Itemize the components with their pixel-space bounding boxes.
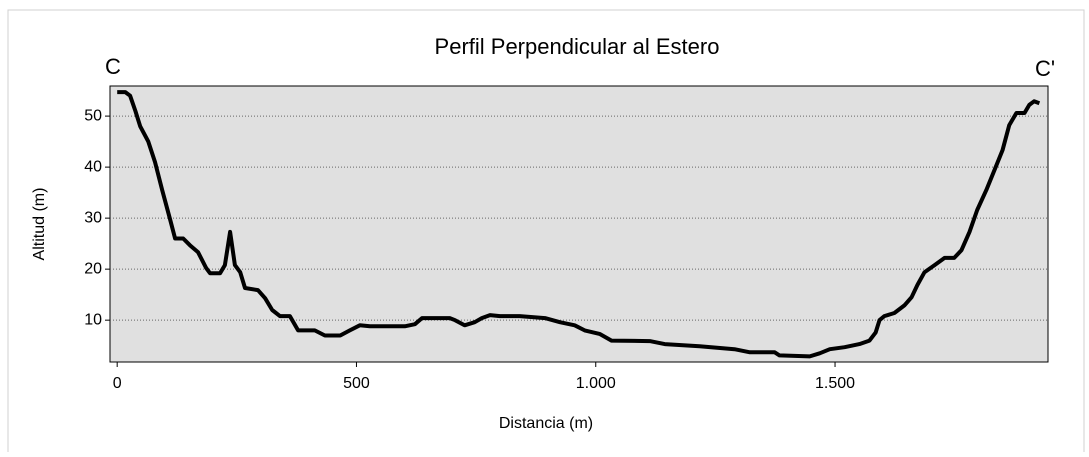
annotation: C' xyxy=(1035,56,1055,81)
x-tick-label: 0 xyxy=(113,375,122,392)
chart-title: Perfil Perpendicular al Estero xyxy=(435,34,720,59)
plot-area xyxy=(109,85,1049,363)
annotation: C xyxy=(105,54,121,79)
y-tick-label: 30 xyxy=(84,209,102,226)
frame xyxy=(7,9,1085,457)
x-axis-label: Distancia (m) xyxy=(499,415,593,432)
y-tick-label: 10 xyxy=(84,311,102,328)
x-tick-label: 500 xyxy=(343,375,370,392)
x-tick-label: 1.500 xyxy=(815,375,855,392)
x-tick-label: 1.000 xyxy=(576,375,616,392)
y-tick-label: 20 xyxy=(84,260,102,277)
y-axis-label: Altitud (m) xyxy=(31,188,48,261)
y-tick-label: 50 xyxy=(84,107,102,124)
line xyxy=(117,90,1041,359)
y-tick-label: 40 xyxy=(84,158,102,175)
